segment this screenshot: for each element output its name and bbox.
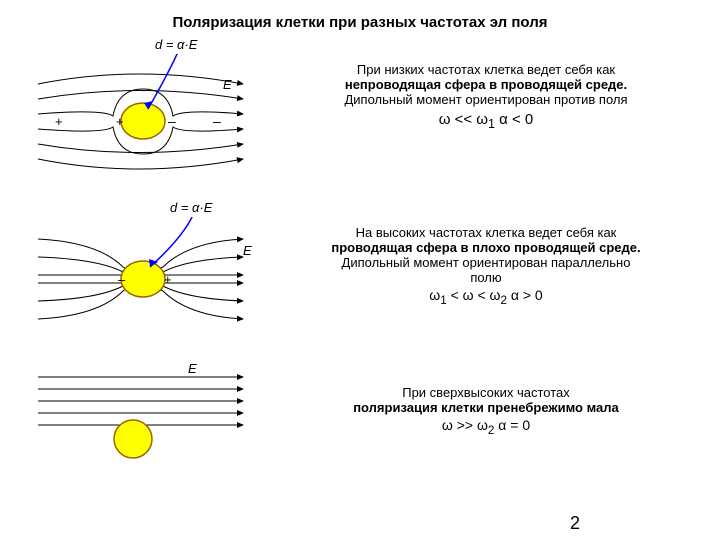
label-E-3: E — [188, 361, 197, 376]
text-high-freq: На высоких частотах клетка ведет себя ка… — [270, 217, 720, 307]
page-number: 2 — [570, 513, 580, 534]
diagram-low-freq: + + – – E — [0, 54, 270, 194]
sign-plus-inner: + — [116, 114, 124, 129]
section-high-freq: – + E На высоких частотах клетка ведет с… — [0, 217, 720, 357]
diagram-ultra-freq: E — [0, 359, 270, 469]
formula-1: d = α·E — [0, 37, 720, 52]
sign-plus-outer: + — [55, 114, 63, 129]
label-E-2: E — [243, 243, 252, 258]
formula-2: d = α·E — [0, 200, 720, 215]
sign-plus-2: + — [164, 272, 172, 287]
diagram-high-freq: – + E — [0, 217, 270, 357]
label-E-1: E — [223, 77, 232, 92]
sign-minus-inner: – — [168, 113, 176, 129]
text-low-freq: При низких частотах клетка ведет себя ка… — [270, 54, 720, 131]
sign-minus-2: – — [118, 272, 126, 287]
text-ultra-freq: При сверхвысоких частотах поляризация кл… — [270, 359, 720, 437]
section-low-freq: + + – – E При низких частотах клетка вед… — [0, 54, 720, 194]
sign-minus-outer: – — [213, 113, 221, 129]
page-title: Поляризация клетки при разных частотах э… — [0, 0, 720, 31]
section-ultra-freq: E При сверхвысоких частотах поляризация … — [0, 359, 720, 469]
